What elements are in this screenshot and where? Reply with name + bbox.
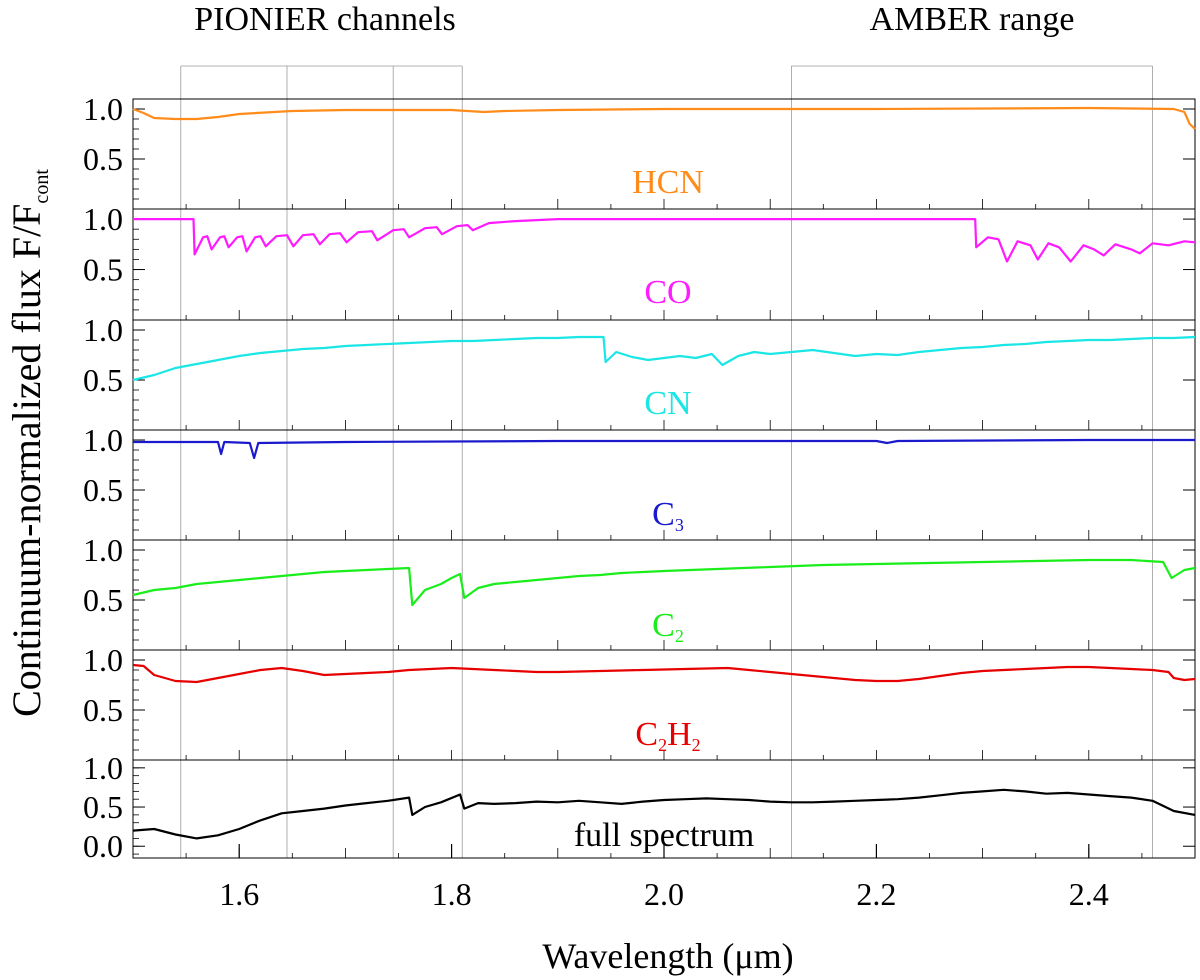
panel-label-sub: 2 — [658, 735, 667, 755]
y-axis-label: Continuum-normalized flux F/Fcont — [4, 169, 53, 717]
series-line-3 — [132, 335, 1196, 382]
panel-1: 1.0 0.5 HCN — [83, 91, 1196, 210]
panel-label-text: CN — [644, 385, 691, 422]
panel-label-text: HCN — [632, 164, 704, 201]
panel-label-text: C — [635, 716, 658, 753]
y-tick-label: 1.0 — [83, 532, 123, 568]
y-axis-label-sub: cont — [31, 169, 53, 204]
y-tick-label: 0.5 — [83, 582, 123, 618]
panel-7: 1.00.50.0 full spectrum — [83, 750, 1196, 864]
series-line-5 — [132, 558, 1196, 607]
panel-label-text: C — [652, 496, 675, 533]
x-tick-label: 2.4 — [1069, 876, 1109, 912]
panel-label-sub: 2 — [675, 626, 684, 646]
panel-3: 1.0 0.5 CN — [83, 312, 1196, 431]
y-axis-label-main: Continuum-normalized flux F/F — [4, 204, 49, 717]
panel-label: HCN — [632, 164, 704, 201]
title-pionier-channels: PIONIER channels — [194, 1, 456, 38]
x-axis-label-prefix: Wavelength ( — [542, 936, 734, 976]
panel-label: C2H2 — [635, 716, 700, 755]
y-tick-label: 1.0 — [83, 642, 123, 678]
series-line-2 — [133, 218, 1196, 263]
x-axis: 1.6 1.8 2.0 2.2 2.4 — [219, 844, 1109, 912]
y-tick-label: 0.5 — [83, 692, 123, 728]
y-tick-label: 0.5 — [83, 362, 123, 398]
y-tick-label: 1.0 — [83, 91, 123, 127]
panel-4: 1.0 0.5 C3 — [83, 422, 1196, 541]
x-axis-label-unit: μ — [734, 936, 753, 976]
x-tick-label: 2.0 — [644, 876, 684, 912]
x-tick-label: 1.6 — [219, 876, 259, 912]
x-axis-label-suffix: m) — [754, 936, 794, 976]
y-tick-label: 0.5 — [83, 789, 123, 825]
panel-2: 1.0 0.5 CO — [83, 201, 1196, 321]
panel-label: C3 — [652, 496, 684, 535]
x-axis-label: Wavelength (μm) — [542, 936, 793, 976]
y-tick-label: 1.0 — [83, 312, 123, 348]
series-line-6 — [132, 663, 1196, 684]
panel-label-text: CO — [644, 274, 691, 311]
series-line-4 — [133, 438, 1195, 460]
x-tick-label: 2.2 — [856, 876, 896, 912]
series-line-7 — [132, 788, 1196, 840]
y-tick-label: 0.5 — [83, 252, 123, 288]
y-tick-label: 1.0 — [83, 422, 123, 458]
panel-label: CN — [644, 385, 691, 422]
panel-label-sub: 3 — [675, 515, 684, 535]
wavelength-guides — [180, 65, 1153, 858]
panel-5: 1.0 0.5 C2 — [83, 532, 1196, 651]
panel-stack: 1.00.5HCN1.00.5CO1.00.5CN1.00.5C31.00.5C… — [83, 91, 1196, 864]
series-line-1 — [132, 106, 1196, 130]
panel-label-text: C — [652, 607, 675, 644]
panel-label-sub-2: 2 — [692, 735, 701, 755]
y-tick-label: 1.0 — [83, 750, 123, 786]
title-amber-range: AMBER range — [870, 1, 1075, 38]
panel-label: CO — [644, 274, 691, 311]
y-tick-label: 0.0 — [83, 828, 123, 864]
y-tick-label: 1.0 — [83, 201, 123, 237]
panel-label: C2 — [652, 607, 684, 646]
x-tick-label: 1.8 — [432, 876, 472, 912]
panel-label-text-2: H — [667, 716, 692, 753]
y-tick-label: 0.5 — [83, 472, 123, 508]
y-tick-label: 0.5 — [83, 141, 123, 177]
